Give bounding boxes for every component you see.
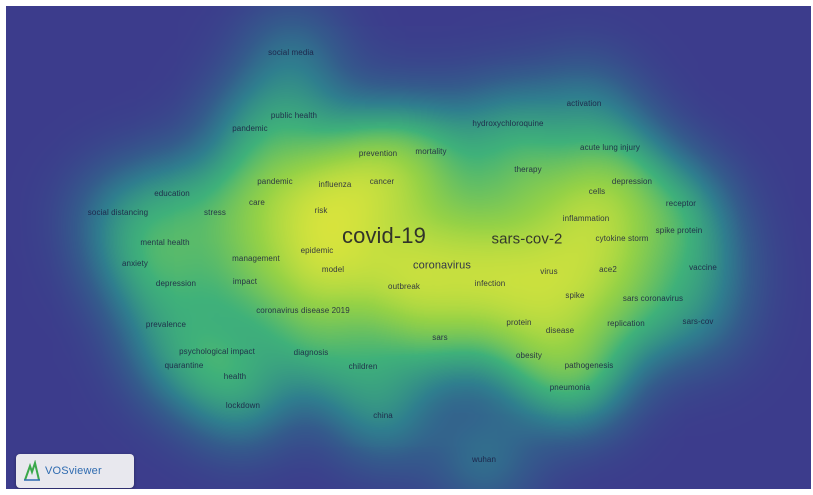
term-cells[interactable]: cells	[588, 187, 606, 196]
term-cancer[interactable]: cancer	[369, 177, 395, 186]
term-acute-lung-injury[interactable]: acute lung injury	[580, 143, 640, 152]
term-pneumonia[interactable]: pneumonia	[549, 383, 591, 392]
term-virus[interactable]: virus	[540, 267, 558, 276]
term-hydroxychloroquine[interactable]: hydroxychloroquine	[472, 119, 544, 128]
term-receptor[interactable]: receptor	[665, 199, 697, 208]
term-public-health[interactable]: public health	[270, 111, 318, 120]
term-mortality[interactable]: mortality	[415, 147, 447, 156]
term-mental-health[interactable]: mental health	[140, 238, 190, 247]
term-social-media[interactable]: social media	[268, 48, 314, 57]
term-management[interactable]: management	[232, 254, 280, 263]
term-influenza[interactable]: influenza	[318, 180, 352, 189]
term-china[interactable]: china	[373, 411, 393, 420]
term-quarantine[interactable]: quarantine	[164, 361, 204, 370]
term-stress[interactable]: stress	[204, 208, 226, 217]
term-sars-cov-2[interactable]: sars-cov-2	[491, 230, 563, 248]
vosviewer-logo-icon	[24, 460, 40, 481]
term-depression-left[interactable]: depression	[155, 279, 197, 288]
term-depression-right[interactable]: depression	[611, 177, 653, 186]
term-prevention[interactable]: prevention	[358, 149, 398, 158]
term-covid-19[interactable]: covid-19	[342, 223, 426, 248]
term-wuhan[interactable]: wuhan	[471, 455, 497, 464]
logo-text: VOSviewer	[45, 465, 102, 477]
density-heatmap	[6, 6, 811, 489]
term-infection[interactable]: infection	[474, 279, 506, 288]
term-psychological-impact[interactable]: psychological impact	[179, 347, 255, 356]
term-spike[interactable]: spike	[565, 291, 585, 300]
term-outbreak[interactable]: outbreak	[388, 282, 420, 291]
term-pandemic[interactable]: pandemic	[232, 124, 268, 133]
term-coronavirus[interactable]: coronavirus	[413, 259, 471, 272]
term-care[interactable]: care	[249, 198, 265, 207]
term-vaccine[interactable]: vaccine	[689, 263, 717, 272]
term-protein[interactable]: protein	[506, 318, 532, 327]
term-impact[interactable]: impact	[232, 277, 258, 286]
term-children[interactable]: children	[348, 362, 378, 371]
term-pandemic-2[interactable]: pandemic	[257, 177, 293, 186]
term-disease[interactable]: disease	[545, 326, 575, 335]
term-pathogenesis[interactable]: pathogenesis	[564, 361, 614, 370]
term-anxiety[interactable]: anxiety	[121, 259, 149, 268]
term-lockdown[interactable]: lockdown	[225, 401, 261, 410]
term-therapy[interactable]: therapy	[514, 165, 542, 174]
term-ace2[interactable]: ace2	[599, 265, 617, 274]
vosviewer-logo: VOSviewer	[16, 454, 134, 488]
term-replication[interactable]: replication	[607, 319, 645, 328]
term-health[interactable]: health	[223, 372, 247, 381]
term-risk[interactable]: risk	[314, 206, 328, 215]
term-sars-cov[interactable]: sars-cov	[682, 317, 714, 326]
term-inflammation[interactable]: inflammation	[562, 214, 610, 223]
term-epidemic[interactable]: epidemic	[300, 246, 334, 255]
term-education[interactable]: education	[154, 189, 190, 198]
term-sars-coronavirus[interactable]: sars coronavirus	[622, 294, 684, 303]
term-model[interactable]: model	[321, 265, 345, 274]
term-diagnosis[interactable]: diagnosis	[293, 348, 329, 357]
term-spike-protein[interactable]: spike protein	[655, 226, 703, 235]
term-coronavirus-disease-2019[interactable]: coronavirus disease 2019	[256, 306, 350, 315]
term-prevalence[interactable]: prevalence	[145, 320, 187, 329]
term-obesity[interactable]: obesity	[515, 351, 543, 360]
term-activation[interactable]: activation	[566, 99, 602, 108]
term-sars[interactable]: sars	[432, 333, 448, 342]
term-social-distancing[interactable]: social distancing	[87, 208, 149, 217]
density-map[interactable]: covid-19 sars-cov-2 coronavirus social medi…	[6, 6, 811, 489]
term-cytokine-storm[interactable]: cytokine storm	[595, 234, 649, 243]
